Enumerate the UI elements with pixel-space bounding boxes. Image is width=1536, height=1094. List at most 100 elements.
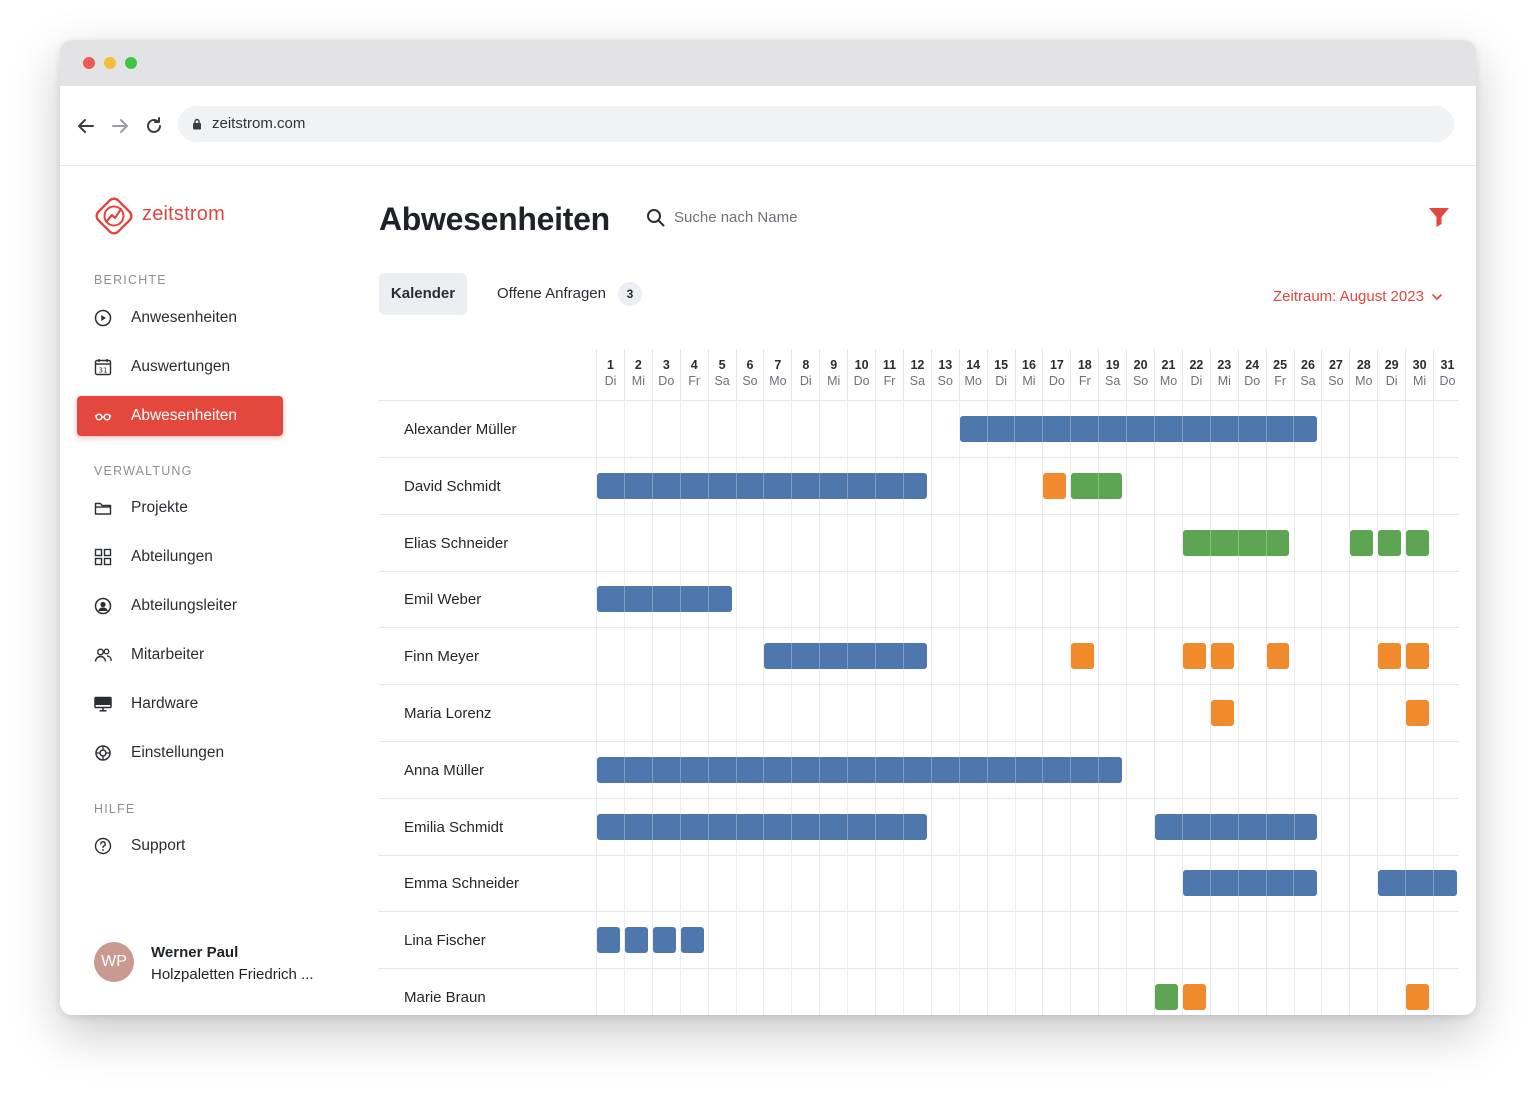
browser-window: zeitstrom.com zeitstrom BERICHTE Anwesen…	[60, 40, 1476, 1015]
absence-bar-blue[interactable]	[597, 756, 1123, 783]
back-arrow-icon[interactable]	[75, 115, 97, 137]
sidebar-item-abwesenheiten[interactable]: Abwesenheiten	[77, 396, 283, 436]
absence-bar-blue[interactable]	[1378, 870, 1457, 897]
day-number: 27	[1328, 358, 1343, 372]
day-divider	[623, 586, 625, 613]
table-row[interactable]: Lina Fischer	[379, 912, 1459, 970]
period-selector[interactable]: Zeitraum: August 2023	[1273, 288, 1442, 305]
table-row[interactable]: Alexander Müller	[379, 401, 1459, 458]
absence-bar-blue[interactable]	[959, 416, 1318, 442]
absence-bar-blue[interactable]	[680, 927, 704, 954]
sidebar-item-label: Abteilungsleiter	[131, 597, 237, 614]
sidebar-item-abteilungen[interactable]: Abteilungen	[77, 537, 283, 577]
tab-offene-anfragen[interactable]: Offene Anfragen	[497, 285, 606, 302]
absence-bar-orange[interactable]	[1378, 643, 1402, 670]
day-column-header: 31 Do	[1433, 349, 1459, 401]
table-row[interactable]: Anna Müller	[379, 742, 1459, 799]
filter-icon[interactable]	[1428, 206, 1450, 228]
day-divider	[847, 756, 849, 783]
day-weekday: Do	[853, 374, 870, 388]
absence-bar-orange[interactable]	[1210, 700, 1234, 726]
day-weekday: Di	[604, 374, 617, 388]
absence-bar-blue[interactable]	[1155, 813, 1318, 840]
absence-bar-orange[interactable]	[1406, 643, 1429, 670]
day-divider	[651, 586, 653, 613]
day-number: 23	[1217, 358, 1232, 372]
sidebar-item-projekte[interactable]: Projekte	[77, 488, 283, 528]
minimize-window-button[interactable]	[104, 57, 116, 69]
day-gridline	[1293, 401, 1295, 1015]
absence-bar-blue[interactable]	[652, 927, 676, 954]
day-weekday: Di	[799, 374, 812, 388]
table-row[interactable]: David Schmidt	[379, 458, 1459, 515]
sidebar-item-hardware[interactable]: Hardware	[77, 684, 283, 724]
maximize-window-button[interactable]	[125, 57, 137, 69]
avatar[interactable]: WP	[94, 942, 134, 982]
table-row[interactable]: Finn Meyer	[379, 628, 1459, 686]
sidebar-item-label: Auswertungen	[131, 358, 231, 375]
day-number: 14	[966, 358, 981, 372]
absence-bar-blue[interactable]	[597, 472, 927, 499]
absence-bar-orange[interactable]	[1071, 643, 1095, 670]
tab-kalender[interactable]: Kalender	[379, 273, 467, 315]
absence-bar-orange[interactable]	[1406, 700, 1429, 726]
day-gridline	[1405, 401, 1407, 1015]
day-gridline	[1377, 401, 1379, 1015]
url-text: zeitstrom.com	[212, 115, 306, 132]
absence-bar-green[interactable]	[1378, 529, 1402, 556]
sidebar-item-auswertungen[interactable]: 31 Auswertungen	[77, 347, 283, 387]
absence-bar-blue[interactable]	[1182, 870, 1318, 897]
table-row[interactable]: Emma Schneider	[379, 855, 1459, 913]
close-window-button[interactable]	[83, 57, 95, 69]
day-column-header: 2 Mi	[623, 349, 652, 401]
day-gridline	[986, 401, 988, 1015]
search-icon[interactable]	[646, 208, 666, 228]
browser-toolbar: zeitstrom.com	[60, 86, 1476, 166]
logo-text[interactable]: zeitstrom	[142, 203, 225, 225]
absence-bar-green[interactable]	[1350, 529, 1374, 556]
day-divider	[791, 472, 793, 499]
day-divider	[958, 756, 960, 783]
absence-bar-blue[interactable]	[597, 927, 620, 954]
absence-bar-green[interactable]	[1071, 472, 1123, 499]
absence-bar-orange[interactable]	[1406, 984, 1429, 1010]
sidebar-item-mitarbeiter[interactable]: Mitarbeiter	[77, 635, 283, 675]
table-row[interactable]: Maria Lorenz	[379, 685, 1459, 742]
absence-bar-green[interactable]	[1406, 529, 1429, 556]
settings-icon	[95, 745, 111, 761]
absence-bar-orange[interactable]	[1182, 984, 1206, 1010]
sidebar-item-abteilungsleiter[interactable]: Abteilungsleiter	[77, 586, 283, 626]
day-divider	[1181, 813, 1183, 840]
absence-bar-blue[interactable]	[624, 927, 648, 954]
absence-bar-green[interactable]	[1155, 984, 1178, 1010]
table-row[interactable]: Marie Braun	[379, 969, 1459, 1015]
day-weekday: Do	[658, 374, 675, 388]
day-divider	[735, 813, 737, 840]
table-row[interactable]: Elias Schneider	[379, 515, 1459, 572]
absence-bar-orange[interactable]	[1182, 643, 1206, 670]
day-weekday: Do	[1244, 374, 1261, 388]
day-column-header: 12 Sa	[902, 349, 931, 401]
day-number: 6	[746, 358, 754, 372]
day-divider	[819, 813, 821, 840]
absence-bar-green[interactable]	[1182, 529, 1290, 556]
absence-bar-blue[interactable]	[597, 813, 927, 840]
absence-bar-orange[interactable]	[1043, 472, 1067, 499]
search-input[interactable]	[674, 204, 934, 230]
day-gridline	[1237, 401, 1239, 1015]
absence-bar-orange[interactable]	[1266, 643, 1290, 670]
absence-bar-blue[interactable]	[597, 586, 732, 613]
absence-bar-blue[interactable]	[764, 643, 927, 670]
reload-icon[interactable]	[143, 115, 165, 137]
address-bar[interactable]: zeitstrom.com	[178, 106, 1454, 142]
table-row[interactable]: Emilia Schmidt	[379, 799, 1459, 856]
absence-bar-orange[interactable]	[1210, 643, 1234, 670]
day-column-header: 8 Di	[791, 349, 819, 401]
table-row[interactable]: Emil Weber	[379, 571, 1459, 629]
zeitstrom-logo-icon[interactable]	[92, 194, 136, 238]
sidebar-item-anwesenheiten[interactable]: Anwesenheiten	[77, 298, 283, 338]
sidebar-item-einstellungen[interactable]: Einstellungen	[77, 733, 283, 773]
sidebar-item-support[interactable]: Support	[77, 826, 283, 866]
forward-arrow-icon[interactable]	[109, 115, 131, 137]
day-column-header: 10 Do	[847, 349, 875, 401]
